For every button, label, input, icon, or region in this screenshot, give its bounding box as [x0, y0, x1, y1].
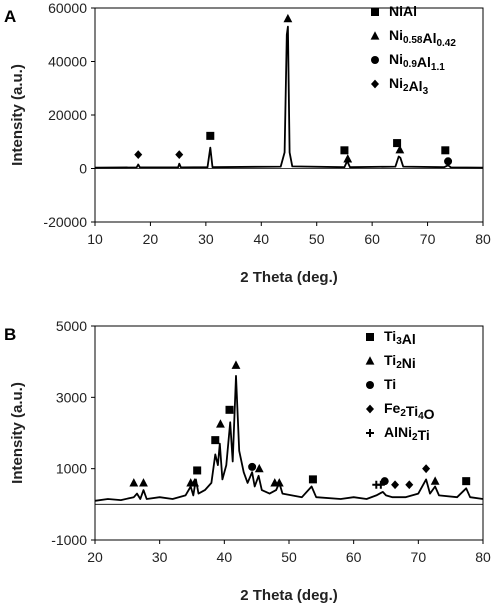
x-tick-label: 60 [364, 231, 380, 247]
y-tick-label: 3000 [56, 389, 87, 405]
panel-label: A [4, 7, 16, 26]
peak-marker-diamond [405, 480, 414, 490]
y-tick-label: 1000 [56, 461, 87, 477]
peak-marker-square [462, 477, 471, 486]
peak-marker-circle [248, 462, 257, 471]
legend-entry: Ti2Ni [384, 352, 416, 371]
legend-entry: Fe2Ti4O [384, 400, 435, 422]
legend-entry: Ni2Al3 [389, 75, 429, 97]
panel-B: -1000 1000 3000 5000 20 30 40 50 60 70 80 2 Theta (… [4, 318, 491, 604]
peak-marker-square [206, 131, 215, 140]
legend-marker-circle [366, 381, 374, 389]
series-line [94, 25, 484, 169]
legend-entry: Ni0.58Al0.42 [389, 27, 456, 49]
x-tick-label: 60 [346, 549, 362, 565]
legend-marker-triangle [370, 31, 380, 40]
legend-marker-triangle [365, 356, 375, 365]
peak-marker-square [225, 405, 234, 414]
peak-marker-triangle [254, 463, 264, 473]
panel-A: -20000 0 20000 40000 60000 10 20 30 40 50 60 70 80 2 … [4, 0, 491, 286]
peak-marker-triangle [283, 13, 293, 23]
y-tick-label: 20000 [48, 107, 87, 123]
peak-marker-circle [444, 157, 453, 166]
legend-marker-square [371, 8, 379, 16]
legend-marker-plus [366, 429, 374, 437]
legend-entry: Ti3Al [384, 328, 416, 347]
legend-entry: AlNi2Ti [384, 424, 430, 443]
x-tick-label: 30 [198, 231, 214, 247]
y-tick-label: 5000 [56, 318, 87, 334]
peak-marker-square [193, 466, 202, 475]
peak-marker-triangle [395, 144, 405, 154]
peak-marker-diamond [422, 464, 431, 474]
y-axis-title: Intensity (a.u.) [9, 64, 26, 166]
peak-marker-triangle [274, 478, 284, 487]
peak-marker-circle [380, 477, 389, 486]
series-line [94, 375, 484, 502]
peak-marker-triangle [216, 419, 225, 428]
y-tick-label: 60000 [48, 0, 87, 16]
x-tick-label: 70 [411, 549, 427, 565]
peak-marker-square [441, 146, 450, 155]
x-axis-title: 2 Theta (deg.) [240, 269, 338, 286]
legend-marker-circle [371, 56, 379, 64]
panel-label: B [4, 325, 16, 344]
y-tick-label: 40000 [48, 54, 87, 70]
x-tick-label: 40 [253, 231, 269, 247]
legend-entry: NiAl [389, 3, 417, 19]
x-tick-label: 10 [87, 231, 103, 247]
peak-marker-triangle [231, 360, 241, 369]
legend-entry: Ti [384, 376, 396, 392]
peak-marker-diamond [391, 480, 400, 490]
legend-marker-diamond [371, 79, 379, 89]
x-tick-label: 50 [309, 231, 325, 247]
x-tick-label: 80 [475, 231, 491, 247]
x-tick-label: 40 [217, 549, 233, 565]
y-axis-title: Intensity (a.u.) [9, 382, 26, 484]
peak-marker-square [393, 139, 402, 148]
legend-marker-diamond [366, 404, 374, 414]
peak-marker-triangle [430, 476, 440, 485]
x-tick-label: 20 [143, 231, 159, 247]
legend-marker-square [366, 333, 374, 341]
x-tick-label: 30 [152, 549, 168, 565]
peak-marker-triangle [343, 154, 353, 163]
peak-marker-square [340, 146, 349, 155]
x-tick-label: 80 [475, 549, 491, 565]
y-tick-label: -20000 [43, 214, 87, 230]
peak-marker-square [308, 475, 317, 484]
y-tick-label: 0 [79, 161, 87, 177]
x-tick-label: 20 [87, 549, 103, 565]
peak-marker-diamond [134, 150, 143, 159]
legend-entry: Ni0.9Al1.1 [389, 51, 445, 73]
x-tick-label: 50 [281, 549, 297, 565]
peak-marker-triangle [129, 478, 139, 487]
y-tick-label: -1000 [51, 532, 87, 548]
x-tick-label: 70 [420, 231, 436, 247]
x-axis-title: 2 Theta (deg.) [240, 587, 338, 604]
peak-marker-triangle [190, 478, 199, 487]
peak-marker-triangle [139, 478, 148, 487]
peak-marker-diamond [175, 150, 184, 159]
peak-marker-square [211, 436, 220, 445]
